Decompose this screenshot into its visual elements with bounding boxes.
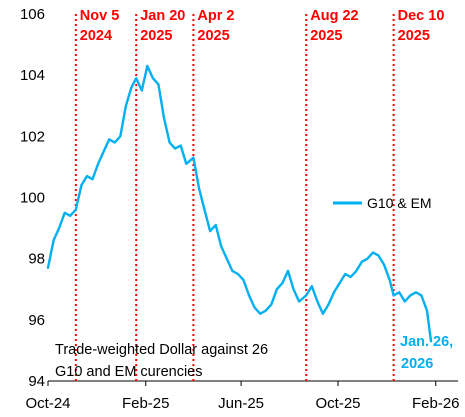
event-markers: Nov 5 2024 Jan 20 2025 Apr 2 2025 Aug 22 2025 De… xyxy=(74,8,445,381)
event-label-year: 2025 xyxy=(197,28,229,44)
y-tick-label: 96 xyxy=(28,312,45,329)
x-tick-label: Oct-25 xyxy=(316,395,361,412)
y-tick-label: 102 xyxy=(20,128,45,145)
event-label-date: Dec 10 xyxy=(398,8,445,24)
y-axis-ticks: 94 96 98 100 102 104 106 xyxy=(20,6,45,390)
event-label-date: Nov 5 xyxy=(80,8,120,24)
x-axis-ticks: Oct-24 Feb-25 Jun-25 Oct-25 Feb-26 xyxy=(25,380,460,412)
x-tick-label: Feb-26 xyxy=(412,395,460,412)
y-tick-label: 104 xyxy=(20,67,45,84)
event-label-date: Jan 20 xyxy=(140,8,185,24)
event-label-date: Apr 2 xyxy=(197,8,234,24)
event-label-year: 2025 xyxy=(398,28,430,44)
y-tick-label: 98 xyxy=(28,251,45,268)
event-label-year: 2024 xyxy=(80,28,112,44)
event-label-date: Aug 22 xyxy=(310,8,358,24)
x-tick-label: Jun-25 xyxy=(218,395,264,412)
y-tick-label: 100 xyxy=(20,190,45,207)
x-tick-label: Oct-24 xyxy=(25,395,70,412)
event-label-year: 2025 xyxy=(140,28,172,44)
annotation-line-2: G10 and EM curencies xyxy=(55,364,203,380)
series-line-g10-em xyxy=(46,64,433,343)
annotation-line-1: Trade-weighted Dollar against 26 xyxy=(55,342,268,358)
y-tick-label: 94 xyxy=(28,373,45,390)
event-label-year: 2025 xyxy=(310,28,342,44)
end-label-date: Jan. 26, xyxy=(400,334,453,350)
y-tick-label: 106 xyxy=(20,6,45,23)
end-label-year: 2026 xyxy=(401,356,433,372)
x-tick-label: Feb-25 xyxy=(122,395,170,412)
legend-label-g10-em: G10 & EM xyxy=(367,195,432,211)
